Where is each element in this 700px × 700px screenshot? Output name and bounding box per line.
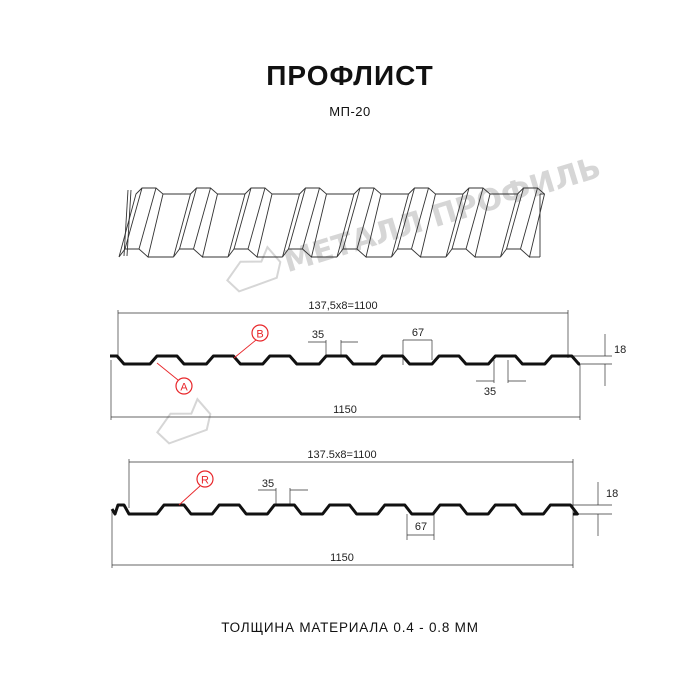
rib-edge [138, 187, 157, 250]
pitch-label: 137.5x8=1100 [307, 449, 376, 461]
height-label: 18 [606, 488, 618, 500]
width-label: 1150 [330, 552, 354, 564]
rib-edge [465, 187, 484, 250]
page-title: ПРОФЛИСТ [266, 60, 434, 91]
pitch-label: 137,5x8=1100 [308, 300, 377, 312]
rib-edge [451, 187, 470, 250]
material-thickness-note: ТОЛЩИНА МАТЕРИАЛА 0.4 - 0.8 ММ [221, 620, 479, 635]
rib-edge [356, 187, 375, 250]
callout-a: A [156, 362, 193, 395]
rib-edge [411, 187, 429, 250]
rib-edge [506, 187, 524, 250]
profile-ab-drawing [110, 310, 612, 420]
rib-edge [233, 187, 252, 250]
rib-edge [520, 187, 538, 250]
crest-width-label: 35 [312, 329, 324, 341]
bottom-width-label: 35 [484, 386, 496, 398]
watermark-middle [156, 397, 212, 445]
rib-edge [397, 187, 415, 250]
watermark-text: МЕТАЛЛ ПРОФИЛЬ [280, 150, 605, 280]
watermark-top: МЕТАЛЛ ПРОФИЛЬ [226, 150, 605, 293]
sheet-3d-view [118, 187, 546, 258]
rib-edge [124, 187, 143, 250]
page-subtitle: МП-20 [329, 104, 371, 119]
rib-edge [179, 187, 197, 250]
callout-b-label: B [256, 329, 263, 341]
profile-ab-line [110, 354, 581, 366]
callout-r: R [178, 470, 214, 506]
watermark-logo-icon [226, 245, 282, 293]
profile-r-drawing [111, 459, 612, 568]
sheet-edge [123, 189, 129, 257]
height-label: 18 [614, 344, 626, 356]
callout-a-label: A [180, 382, 188, 394]
rib-edge [342, 187, 361, 250]
trough-width-label: 67 [415, 521, 427, 533]
rib-edge [193, 187, 211, 250]
callout-b: B [233, 324, 269, 359]
callout-r-label: R [201, 475, 209, 487]
profile-r-line [110, 503, 579, 516]
rib-edge [247, 187, 266, 250]
rib-edge [288, 187, 306, 250]
rib-edge [302, 187, 320, 250]
crest-width-label: 35 [262, 478, 274, 490]
watermark-logo-icon [156, 397, 212, 445]
width-label: 1150 [333, 404, 357, 416]
sheet-edge [126, 189, 132, 257]
trough-width-label: 67 [412, 327, 424, 339]
